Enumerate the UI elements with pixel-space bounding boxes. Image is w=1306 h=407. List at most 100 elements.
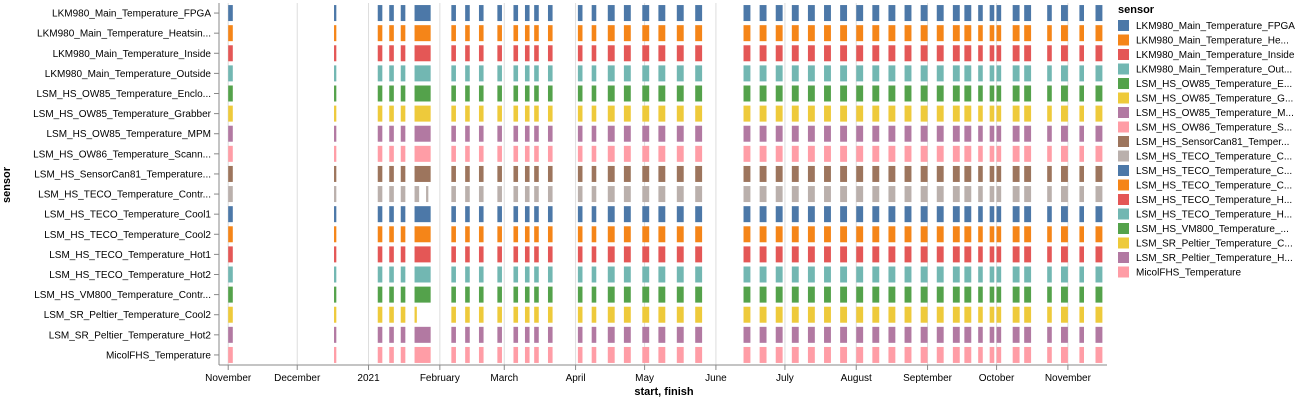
gantt-bar bbox=[377, 5, 383, 22]
gantt-bar bbox=[996, 125, 1002, 142]
y-tick-label: LSM_HS_TECO_Temperature_Contr... bbox=[38, 190, 211, 201]
gantt-bar bbox=[414, 186, 420, 203]
gantt-bar bbox=[334, 286, 337, 303]
gantt-bar bbox=[465, 125, 470, 142]
gantt-bar bbox=[534, 45, 539, 62]
gantt-bar bbox=[451, 306, 456, 323]
gantt-bar bbox=[577, 165, 583, 182]
gantt-bar bbox=[920, 125, 928, 142]
gantt-bar bbox=[334, 266, 337, 283]
gantt-bar bbox=[807, 45, 815, 62]
gantt-bar bbox=[334, 105, 337, 122]
gantt-bar bbox=[676, 105, 684, 122]
gantt-bar bbox=[1012, 226, 1020, 243]
gantt-bar bbox=[936, 25, 944, 42]
legend-label: LSM_HS_OW86_Temperature_S... bbox=[1136, 123, 1292, 134]
gantt-bar bbox=[377, 186, 383, 203]
gantt-bar bbox=[1079, 226, 1084, 243]
gantt-bar bbox=[964, 125, 972, 142]
gantt-bar bbox=[465, 105, 470, 122]
gantt-bar bbox=[676, 286, 684, 303]
gantt-bar bbox=[743, 145, 751, 162]
gantt-bar bbox=[676, 65, 684, 82]
gantt-bar bbox=[400, 266, 406, 283]
gantt-bar bbox=[759, 105, 767, 122]
gantt-bar bbox=[743, 25, 751, 42]
gantt-bar bbox=[377, 125, 383, 142]
gantt-bar bbox=[451, 246, 456, 263]
gantt-bar bbox=[547, 45, 553, 62]
gantt-bar bbox=[389, 105, 394, 122]
gantt-bar bbox=[1095, 45, 1103, 62]
gantt-bar bbox=[964, 346, 972, 363]
gantt-bar bbox=[1047, 206, 1052, 223]
gantt-bar bbox=[888, 206, 896, 223]
gantt-bar bbox=[658, 5, 666, 22]
gantt-bar bbox=[414, 226, 431, 243]
gantt-bar bbox=[451, 65, 456, 82]
gantt-bar bbox=[872, 65, 880, 82]
gantt-bar bbox=[1095, 206, 1103, 223]
y-tick-label: LSM_HS_OW85_Temperature_Grabber bbox=[33, 109, 212, 120]
gantt-bar bbox=[377, 45, 383, 62]
gantt-bar bbox=[964, 65, 972, 82]
gantt-bar bbox=[676, 226, 684, 243]
gantt-bar bbox=[1012, 165, 1020, 182]
gantt-bar bbox=[964, 286, 972, 303]
gantt-bar bbox=[964, 306, 972, 323]
gantt-bar bbox=[996, 25, 1002, 42]
gantt-bar bbox=[513, 85, 519, 102]
gantt-bar bbox=[497, 165, 502, 182]
gantt-bar bbox=[1012, 266, 1020, 283]
gantt-bar bbox=[334, 186, 337, 203]
gantt-bar bbox=[775, 266, 783, 283]
gantt-bar bbox=[888, 25, 896, 42]
gantt-bar bbox=[840, 346, 848, 363]
gantt-bar bbox=[451, 5, 456, 22]
gantt-bar bbox=[1024, 85, 1032, 102]
gantt-bar bbox=[400, 286, 406, 303]
gantt-bar bbox=[978, 125, 983, 142]
gantt-bar bbox=[840, 5, 848, 22]
gantt-bar bbox=[524, 286, 530, 303]
gantt-bar bbox=[334, 326, 337, 343]
gantt-bar bbox=[377, 165, 383, 182]
gantt-bar bbox=[534, 226, 539, 243]
gantt-bar bbox=[377, 105, 383, 122]
gantt-bar bbox=[478, 105, 484, 122]
gantt-bar bbox=[775, 246, 783, 263]
gantt-bar bbox=[534, 5, 539, 22]
gantt-bar bbox=[936, 125, 944, 142]
gantt-bar bbox=[840, 206, 848, 223]
gantt-bar bbox=[1095, 125, 1103, 142]
gantt-bar bbox=[400, 326, 406, 343]
gantt-bar bbox=[1012, 25, 1020, 42]
gantt-bar bbox=[451, 226, 456, 243]
gantt-bar bbox=[389, 206, 394, 223]
gantt-bar bbox=[414, 105, 431, 122]
gantt-bar bbox=[856, 105, 864, 122]
gantt-bar bbox=[513, 165, 519, 182]
gantt-bar bbox=[577, 346, 583, 363]
gantt-bar bbox=[228, 306, 233, 323]
gantt-bar bbox=[1079, 286, 1084, 303]
gantt-bar bbox=[743, 326, 751, 343]
gantt-bar bbox=[676, 145, 684, 162]
gantt-bar bbox=[534, 65, 539, 82]
gantt-bar bbox=[389, 186, 394, 203]
y-tick-label: LKM980_Main_Temperature_Outside bbox=[45, 69, 212, 80]
gantt-bar bbox=[534, 286, 539, 303]
gantt-bar bbox=[1047, 286, 1052, 303]
gantt-bar bbox=[607, 286, 615, 303]
gantt-bar bbox=[904, 165, 912, 182]
gantt-bar bbox=[989, 286, 995, 303]
gantt-bar bbox=[451, 85, 456, 102]
gantt-bar bbox=[978, 45, 983, 62]
gantt-bar bbox=[389, 326, 394, 343]
gantt-bar bbox=[524, 226, 530, 243]
gantt-bar bbox=[1012, 105, 1020, 122]
gantt-bar bbox=[377, 65, 383, 82]
gantt-bar bbox=[377, 246, 383, 263]
gantt-bar bbox=[840, 286, 848, 303]
gantt-bar bbox=[872, 246, 880, 263]
